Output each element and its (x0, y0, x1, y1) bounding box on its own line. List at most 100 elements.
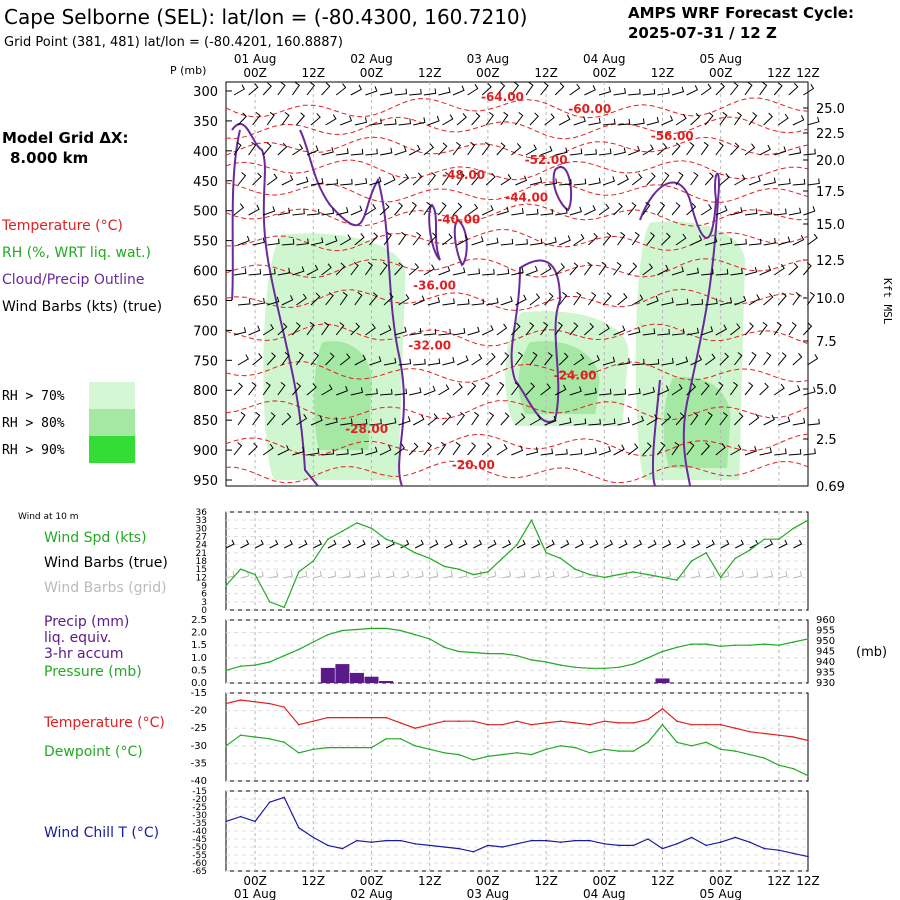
wind-barb (325, 114, 337, 126)
dewpoint-line-point (487, 755, 489, 758)
kft-tick-label: 12.5 (816, 254, 845, 269)
precip-bar (379, 680, 394, 683)
wind-barb (803, 322, 813, 336)
wind-barb (715, 268, 729, 276)
windchill-line-point (589, 839, 591, 842)
wind-barb (471, 236, 484, 246)
wind-barb (584, 148, 597, 156)
wind-barb (515, 238, 528, 246)
wind-barb (321, 263, 332, 276)
y-tick-label: 21 (196, 549, 207, 559)
temperature-line-point (370, 716, 373, 719)
wind-barb (225, 539, 235, 549)
wind-barb (423, 442, 433, 456)
dewpoint-line-point (327, 746, 329, 749)
wind-barb (759, 447, 772, 456)
wind-barb (379, 388, 393, 396)
wind-barb (237, 235, 250, 246)
wind-barb (394, 88, 408, 96)
wind-barb (544, 352, 553, 366)
wind-speed-line-point (778, 538, 780, 540)
wind-speed-line-point (690, 560, 693, 562)
wind-barb (529, 112, 539, 126)
wind-barb (456, 113, 467, 126)
rh-legend-label: RH > 90% (2, 443, 65, 458)
wind-barb (525, 208, 539, 216)
pressure-line-point (516, 654, 518, 657)
wind-barb (500, 412, 510, 426)
wind-barb (423, 385, 436, 396)
wind-barb (704, 112, 714, 126)
wind-barb (398, 294, 410, 306)
y-tick-label: 2.0 (191, 628, 207, 639)
y2-tick-label: 955 (816, 626, 835, 637)
wind-barb (266, 111, 275, 126)
wind-barb (394, 262, 404, 276)
windchill-line-point (632, 844, 635, 847)
y2-tick-label: 950 (816, 636, 835, 647)
temperature-line-point (239, 699, 242, 701)
isotherm-line (225, 229, 809, 252)
pressure-line-point (545, 661, 547, 663)
wind-barb (657, 328, 670, 336)
wind-barb (383, 357, 397, 366)
wind-barb (583, 261, 593, 276)
wind-barb (456, 355, 469, 366)
wind-barb-grid (269, 570, 279, 579)
rh-legend-label: RH > 70% (2, 389, 65, 404)
wind-barb (602, 418, 616, 426)
windchill-line-point (559, 841, 562, 843)
isotherm-line (225, 181, 809, 203)
pressure-line-point (370, 627, 373, 630)
wind-barb (496, 268, 510, 276)
windchill-line-point (225, 820, 227, 823)
dewpoint-line-point (356, 746, 358, 749)
wind-barb (778, 236, 791, 246)
wind-speed-line-point (298, 571, 300, 573)
temperature-line-point (399, 722, 402, 724)
temperature-line-point (559, 720, 562, 722)
wind-barb (473, 539, 483, 549)
wind-barb (558, 292, 568, 306)
wind-barb (277, 382, 286, 396)
wind-barb (613, 325, 626, 336)
wind-barb (452, 267, 466, 276)
pressure-tick-label: 850 (193, 414, 218, 429)
wind-barb (342, 539, 352, 549)
legend-item: Cloud/Precip Outline (2, 272, 145, 288)
rh-region (263, 233, 406, 481)
temperature-line-point (719, 723, 722, 726)
temperature-line-point (530, 723, 533, 726)
wind-barb (321, 208, 335, 216)
cloud-outline (299, 129, 405, 487)
y-tick-label: -35 (192, 819, 207, 829)
wind-barb (671, 202, 681, 216)
wind-barb (281, 412, 292, 426)
wind-barb (573, 418, 587, 426)
bottom-time-tick: 00Z (709, 874, 733, 888)
wind-barb (283, 539, 293, 549)
windchill-line-point (327, 844, 329, 847)
bottom-time-tick: 00Z (243, 874, 267, 888)
wind-barb (233, 327, 247, 336)
wind-barb (515, 175, 528, 186)
wind-barb (438, 265, 451, 276)
top-time-tick: 12Z (651, 66, 675, 80)
pressure-legend: Pressure (mb) (44, 664, 142, 680)
kft-tick-label: 22.5 (816, 127, 845, 142)
wind-barb (471, 172, 481, 186)
wind-barb (719, 173, 730, 186)
pressure-line-point (254, 664, 256, 666)
wind-barb (646, 358, 660, 366)
wind-barb (496, 206, 509, 216)
pressure-line-point (268, 661, 271, 663)
wind-speed-line-point (763, 538, 766, 540)
wind-barb (792, 178, 806, 186)
wind-speed-line-point (225, 584, 227, 587)
wind-barb (442, 356, 455, 366)
grid-point-subtitle: Grid Point (381, 481) lat/lon = (-80.420… (4, 35, 343, 50)
wind-barb (306, 82, 315, 96)
wind-barb (646, 414, 658, 426)
wind-barb (686, 327, 699, 336)
wind-barb (481, 142, 490, 156)
